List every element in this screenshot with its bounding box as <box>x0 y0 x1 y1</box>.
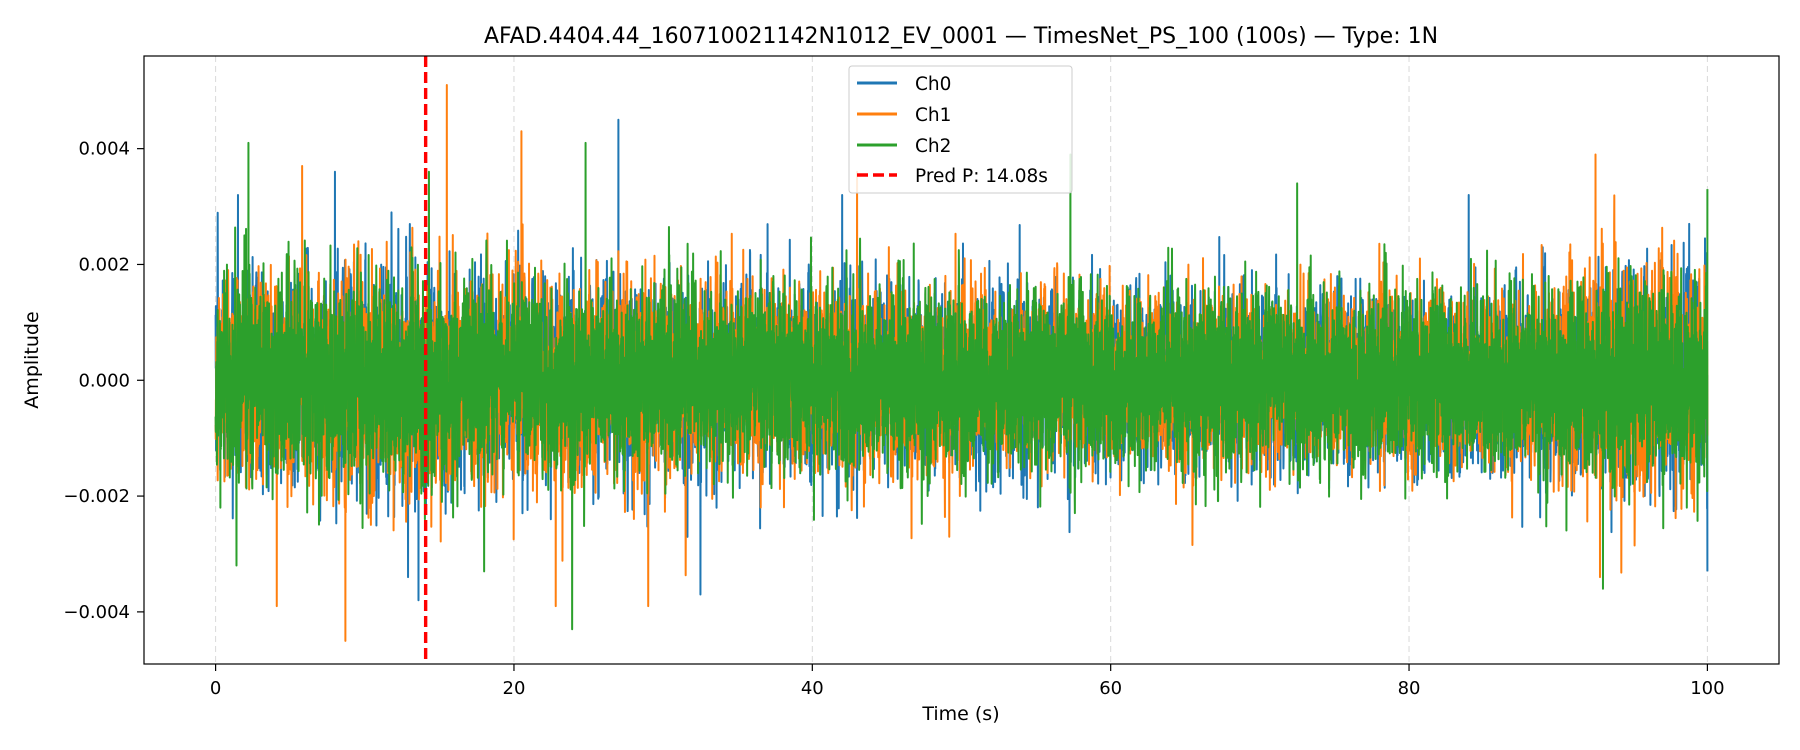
legend: Ch0 Ch1 Ch2 Pred P: 14.08s <box>848 65 1073 194</box>
x-tick-label: 0 <box>210 678 221 699</box>
y-axis-label: Amplitude <box>21 311 43 408</box>
legend-label-ch0: Ch0 <box>915 74 951 95</box>
y-tick-label: 0.004 <box>78 139 130 160</box>
x-tick-label: 20 <box>503 678 526 699</box>
plot-frame <box>143 55 1780 665</box>
x-tick-label: 80 <box>1398 678 1421 699</box>
series-line-ch2 <box>214 141 1709 631</box>
legend-label-ch1: Ch1 <box>915 105 951 126</box>
legend-box <box>848 65 1073 194</box>
legend-label-pred-p: Pred P: 14.08s <box>915 166 1048 187</box>
legend-label-ch2: Ch2 <box>915 136 951 157</box>
y-tick-label: −0.004 <box>63 602 130 623</box>
y-tick-label: −0.002 <box>63 486 130 507</box>
x-tick-label: 100 <box>1690 678 1724 699</box>
x-axis-label: Time (s) <box>921 703 999 725</box>
axis-ticks: 0 20 40 60 80 100 −0.004 −0.002 0.000 0.002 0.004 <box>63 139 1724 699</box>
x-tick-label: 60 <box>1099 678 1122 699</box>
series-layer <box>214 83 1709 642</box>
x-tick-label: 40 <box>801 678 824 699</box>
chart-title: AFAD.4404.44_160710021142N1012_EV_0001 —… <box>484 24 1438 49</box>
y-tick-label: 0.000 <box>78 370 130 391</box>
y-tick-label: 0.002 <box>78 254 130 275</box>
